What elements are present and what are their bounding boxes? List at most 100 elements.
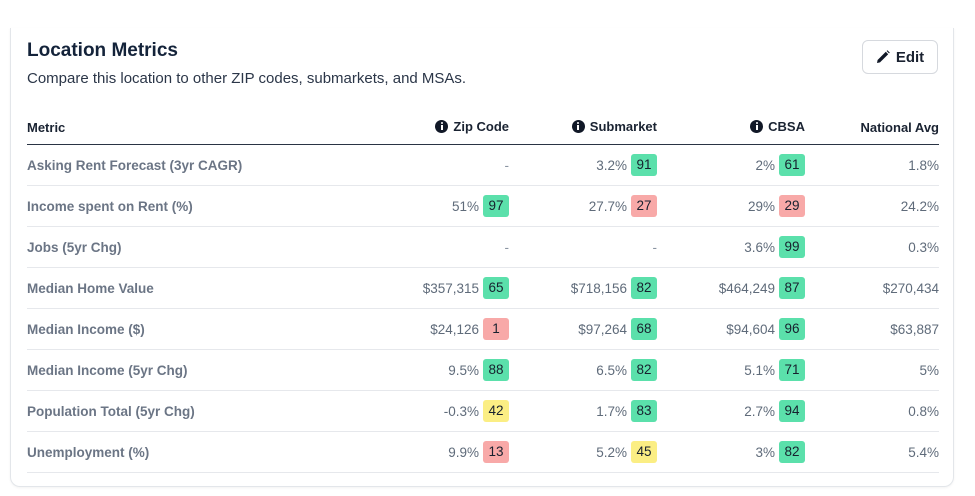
percentile-badge: 83: [631, 400, 657, 422]
metric-name: Median Home Value: [27, 267, 337, 309]
submarket-value-group: 5.2% 45: [596, 441, 657, 463]
cbsa-value: 3.6%: [744, 239, 775, 255]
table-row: Population Total (5yr Chg) -0.3% 42 1.7% 83 2…: [27, 390, 939, 432]
metrics-table: Metric Zip Code Submarket CBSA National …: [27, 110, 939, 473]
submarket-value: 3.2%: [596, 157, 627, 173]
metric-name: Median Income (5yr Chg): [27, 349, 337, 391]
cbsa-cell: 3% 82: [657, 431, 805, 473]
column-header-zip-code[interactable]: Zip Code: [337, 110, 509, 145]
info-icon[interactable]: [435, 119, 449, 133]
card-subtitle: Compare this location to other ZIP codes…: [27, 70, 467, 87]
pencil-icon: [876, 50, 890, 63]
cbsa-value: $94,604: [726, 321, 775, 337]
submarket-value-group: 6.5% 82: [596, 359, 657, 381]
submarket-cell: $97,264 68: [509, 308, 657, 350]
national-avg-cell: 1.8%: [805, 144, 939, 186]
cbsa-value-group: 29% 29: [748, 195, 805, 217]
percentile-badge: 91: [631, 154, 657, 176]
percentile-badge: 65: [483, 277, 509, 299]
cbsa-value-group: 3% 82: [755, 441, 805, 463]
cbsa-cell: $464,249 87: [657, 267, 805, 309]
cbsa-value-group: 3.6% 99: [744, 236, 805, 258]
percentile-badge: 45: [631, 441, 657, 463]
percentile-badge: 94: [779, 400, 805, 422]
zip-cell: $24,126 1: [337, 308, 509, 350]
zip-value: -0.3%: [443, 403, 479, 419]
column-header-national-avg: National Avg: [805, 110, 939, 145]
submarket-value: 27.7%: [588, 198, 627, 214]
zip-value-group: 51% 97: [452, 195, 509, 217]
submarket-value: 5.2%: [596, 444, 627, 460]
cbsa-cell: 2.7% 94: [657, 390, 805, 432]
zip-value: -: [504, 157, 510, 173]
cbsa-value-group: $94,604 96: [726, 318, 805, 340]
edit-button-label: Edit: [895, 48, 925, 66]
percentile-badge: 71: [779, 359, 805, 381]
zip-value: $357,315: [422, 280, 479, 296]
zip-value-group: $357,315 65: [423, 277, 509, 299]
submarket-value: 1.7%: [596, 403, 627, 419]
metric-name: Median Income ($): [27, 308, 337, 350]
cbsa-value-group: $464,249 87: [719, 277, 805, 299]
percentile-badge: 13: [483, 441, 509, 463]
column-header-submarket[interactable]: Submarket: [509, 110, 657, 145]
zip-value: 9.5%: [448, 362, 479, 378]
zip-cell: 9.5% 88: [337, 349, 509, 391]
submarket-cell: $718,156 82: [509, 267, 657, 309]
edit-button[interactable]: Edit: [862, 40, 938, 74]
zip-value: $24,126: [430, 321, 479, 337]
metrics-table-body: Asking Rent Forecast (3yr CAGR) - 3.2% 91 2%…: [27, 144, 939, 473]
national-avg-cell: 0.8%: [805, 390, 939, 432]
column-header-metric: Metric: [27, 110, 337, 145]
info-icon[interactable]: [571, 119, 585, 133]
cbsa-value: 2%: [755, 157, 775, 173]
location-metrics-card: Location Metrics Compare this location t…: [10, 28, 954, 487]
info-icon[interactable]: [750, 119, 764, 133]
cbsa-value-group: 2% 61: [755, 154, 805, 176]
percentile-badge: 96: [779, 318, 805, 340]
percentile-badge: 29: [779, 195, 805, 217]
submarket-cell: 27.7% 27: [509, 185, 657, 227]
table-row: Income spent on Rent (%) 51% 97 27.7% 27 29% 2…: [27, 185, 939, 227]
percentile-badge: 68: [631, 318, 657, 340]
zip-cell: 51% 97: [337, 185, 509, 227]
submarket-value-group: 1.7% 83: [596, 400, 657, 422]
zip-value-group: 9.5% 88: [448, 359, 509, 381]
zip-value: 9.9%: [448, 444, 479, 460]
metric-name: Unemployment (%): [27, 431, 337, 473]
national-avg-cell: $270,434: [805, 267, 939, 309]
zip-cell: 9.9% 13: [337, 431, 509, 473]
submarket-value: -: [652, 239, 658, 255]
national-avg-cell: 5.4%: [805, 431, 939, 473]
table-row: Median Home Value $357,315 65 $718,156 82 $46…: [27, 267, 939, 309]
submarket-value: 6.5%: [596, 362, 627, 378]
cbsa-value: 3%: [755, 444, 775, 460]
metric-name: Jobs (5yr Chg): [27, 226, 337, 268]
submarket-cell: -: [509, 226, 658, 268]
submarket-value-group: $718,156 82: [571, 277, 657, 299]
card-title: Location Metrics: [27, 40, 178, 61]
column-header-cbsa[interactable]: CBSA: [657, 110, 805, 145]
percentile-badge: 88: [483, 359, 509, 381]
metric-name: Population Total (5yr Chg): [27, 390, 337, 432]
national-avg-cell: 0.3%: [805, 226, 939, 268]
submarket-value-group: $97,264 68: [578, 318, 657, 340]
percentile-badge: 27: [631, 195, 657, 217]
zip-value-group: $24,126 1: [430, 318, 509, 340]
column-header-label: Zip Code: [453, 118, 509, 134]
zip-cell: -: [337, 226, 509, 268]
table-row: Median Income (5yr Chg) 9.5% 88 6.5% 82 5.1% 7…: [27, 349, 939, 391]
submarket-cell: 3.2% 91: [509, 144, 657, 186]
submarket-value-group: 27.7% 27: [589, 195, 657, 217]
national-avg-cell: 5%: [805, 349, 939, 391]
column-header-label: Submarket: [589, 118, 657, 134]
table-header-row: Metric Zip Code Submarket CBSA National …: [27, 110, 939, 145]
percentile-badge: 42: [483, 400, 509, 422]
percentile-badge: 82: [631, 359, 657, 381]
submarket-value: $718,156: [570, 280, 627, 296]
cbsa-value: 29%: [747, 198, 775, 214]
cbsa-cell: 29% 29: [657, 185, 805, 227]
percentile-badge: 82: [779, 441, 805, 463]
table-row: Asking Rent Forecast (3yr CAGR) - 3.2% 91 2%…: [27, 144, 939, 186]
cbsa-value-group: 5.1% 71: [744, 359, 805, 381]
